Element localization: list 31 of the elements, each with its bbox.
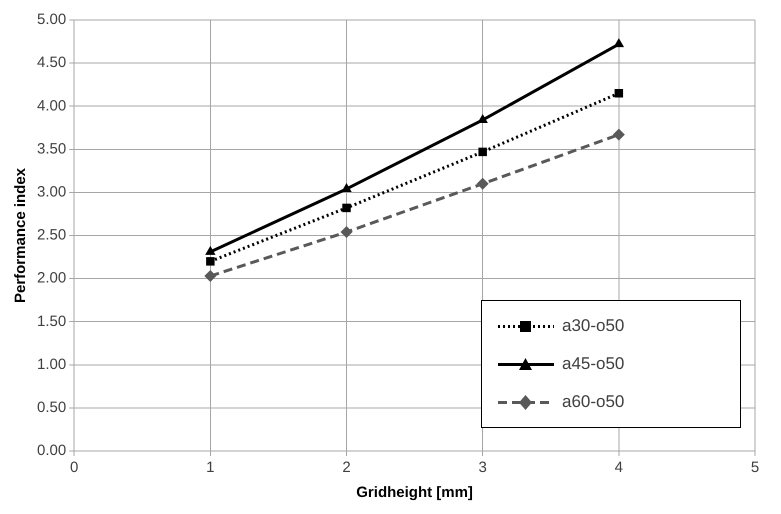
y-tick-label: 3.50	[36, 140, 66, 158]
y-tick-label: 3.00	[36, 184, 66, 201]
x-tick-label: 1	[206, 459, 215, 476]
x-tick-label: 5	[750, 459, 760, 476]
legend-label: a45-o50	[562, 354, 624, 374]
x-tick-label: 3	[478, 459, 487, 476]
point	[476, 178, 489, 190]
point	[612, 128, 625, 141]
point	[340, 226, 353, 238]
point	[614, 89, 624, 98]
y-tick-label: 4.00	[36, 97, 66, 114]
point	[342, 204, 351, 212]
y-tick-label: 2.00	[36, 270, 66, 287]
point	[206, 257, 215, 266]
x-tick-label: 2	[342, 459, 351, 476]
point	[478, 148, 487, 156]
point	[614, 38, 624, 48]
x-tick-label: 0	[70, 459, 78, 476]
point	[204, 270, 216, 282]
y-axis-title: Performance index	[12, 167, 30, 304]
legend-label: a60-o50	[562, 392, 624, 412]
y-tick-label: 0.50	[36, 399, 66, 416]
x-tick-label: 4	[614, 459, 624, 476]
legend-label: a30-o50	[562, 316, 624, 336]
y-tick-label: 4.50	[36, 54, 66, 72]
y-tick-label: 5.00	[36, 11, 66, 28]
y-tick-label: 1.00	[36, 356, 66, 373]
x-axis-title: Gridheight [mm]	[356, 484, 473, 502]
y-tick-label: 1.50	[36, 312, 66, 330]
y-tick-label: 0.00	[36, 442, 66, 460]
y-tick-label: 2.50	[36, 226, 66, 244]
